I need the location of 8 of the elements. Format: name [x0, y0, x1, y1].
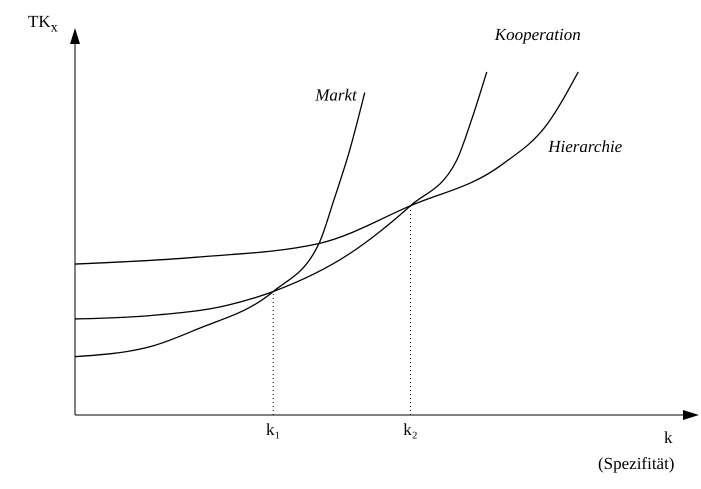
x-tick-label: k₁ [266, 420, 280, 440]
text: (Spezifität) [598, 454, 674, 474]
x-tick-label: k₂ [403, 420, 418, 440]
series-label: Kooperation [494, 24, 581, 44]
series-label: Hierarchie [547, 136, 623, 156]
series-label: Markt [314, 85, 358, 104]
y-axis-title: TK$_{x}$ [28, 12, 58, 36]
x-axis-title: k [664, 428, 672, 448]
